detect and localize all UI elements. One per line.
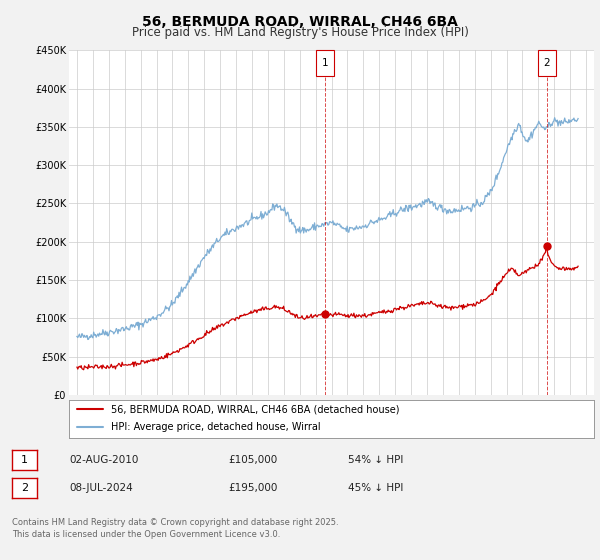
Text: HPI: Average price, detached house, Wirral: HPI: Average price, detached house, Wirr… [111, 422, 320, 432]
Text: Contains HM Land Registry data © Crown copyright and database right 2025.
This d: Contains HM Land Registry data © Crown c… [12, 518, 338, 539]
Text: 1: 1 [322, 58, 328, 68]
Text: 02-AUG-2010: 02-AUG-2010 [69, 455, 139, 465]
Text: 2: 2 [543, 58, 550, 68]
Text: 56, BERMUDA ROAD, WIRRAL, CH46 6BA: 56, BERMUDA ROAD, WIRRAL, CH46 6BA [142, 15, 458, 29]
Text: 56, BERMUDA ROAD, WIRRAL, CH46 6BA (detached house): 56, BERMUDA ROAD, WIRRAL, CH46 6BA (deta… [111, 404, 400, 414]
Text: 08-JUL-2024: 08-JUL-2024 [69, 483, 133, 493]
Text: 2: 2 [21, 483, 28, 493]
Text: £195,000: £195,000 [228, 483, 277, 493]
Text: 45% ↓ HPI: 45% ↓ HPI [348, 483, 403, 493]
FancyBboxPatch shape [316, 50, 334, 76]
Text: 1: 1 [21, 455, 28, 465]
Text: 54% ↓ HPI: 54% ↓ HPI [348, 455, 403, 465]
Text: Price paid vs. HM Land Registry's House Price Index (HPI): Price paid vs. HM Land Registry's House … [131, 26, 469, 39]
FancyBboxPatch shape [538, 50, 556, 76]
Text: £105,000: £105,000 [228, 455, 277, 465]
